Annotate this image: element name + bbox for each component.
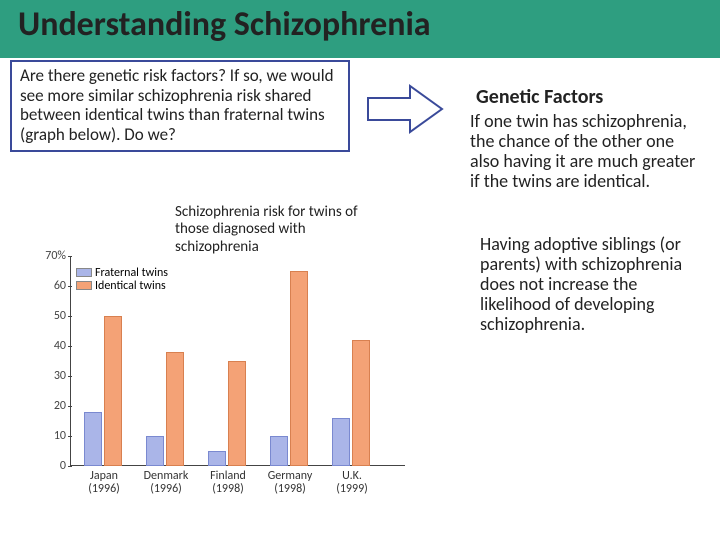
y-tick: 0: [38, 459, 66, 473]
y-axis: [70, 256, 71, 466]
y-tick: 20: [38, 399, 66, 413]
bar-identical: [228, 361, 246, 466]
bar-fraternal: [270, 436, 288, 466]
bar-identical: [104, 316, 122, 466]
page-title: Understanding Schizophrenia: [18, 4, 431, 45]
bar-identical: [352, 340, 370, 466]
x-label: Finland(1998): [196, 470, 260, 496]
x-label: Denmark(1996): [134, 470, 198, 496]
bar-fraternal: [208, 451, 226, 466]
bar-fraternal: [146, 436, 164, 466]
x-label: U.K.(1999): [320, 470, 384, 496]
y-tick: 60: [38, 279, 66, 293]
y-tick: 10: [38, 429, 66, 443]
genetic-factors-p2: Having adoptive siblings (or parents) wi…: [480, 234, 700, 335]
arrow-right-icon: [366, 82, 446, 136]
right-column: Genetic Factors If one twin has schizoph…: [470, 85, 700, 334]
genetic-factors-p1: If one twin has schizophrenia, the chanc…: [470, 111, 700, 192]
twin-risk-chart: Schizophrenia risk for twins of those di…: [30, 208, 420, 508]
chart-title: Schizophrenia risk for twins of those di…: [175, 204, 385, 256]
bar-identical: [290, 271, 308, 466]
x-label: Japan(1996): [72, 470, 136, 496]
y-tick: 30: [38, 369, 66, 383]
x-label: Germany(1998): [258, 470, 322, 496]
chart-plot-area: 70%6050403020100: [70, 256, 405, 466]
bar-fraternal: [332, 418, 350, 466]
y-tick: 50: [38, 309, 66, 323]
genetic-factors-heading: Genetic Factors: [476, 85, 700, 109]
bar-fraternal: [84, 412, 102, 466]
arrow-path: [368, 86, 442, 132]
bar-identical: [166, 352, 184, 466]
y-tick: 70%: [38, 249, 66, 263]
question-box: Are there genetic risk factors? If so, w…: [10, 60, 350, 152]
y-tick: 40: [38, 339, 66, 353]
